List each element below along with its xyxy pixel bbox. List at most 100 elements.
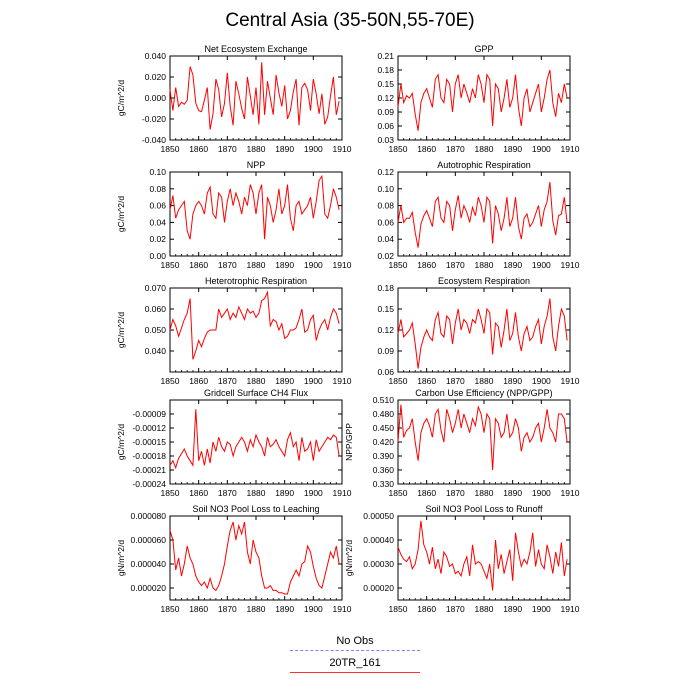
legend-line-20tr [290, 672, 420, 673]
y-tick-label: -0.00018 [132, 451, 166, 461]
x-tick-label: 1850 [161, 144, 180, 154]
y-axis-label: NPP/GPP [344, 423, 354, 461]
y-tick-label: 0.18 [377, 65, 394, 75]
x-tick-label: 1910 [333, 604, 352, 614]
y-tick-label: 0.06 [149, 201, 166, 211]
y-tick-label: 0.420 [373, 437, 395, 447]
panel-6: Ecosystem Respiration 1850 1860 1870 1880 189… [377, 276, 579, 386]
y-tick-label: 0.12 [377, 167, 394, 177]
y-axis-label: gN/m^2/d [344, 540, 354, 576]
series-line [397, 298, 568, 369]
x-tick-label: 1880 [475, 144, 494, 154]
y-tick-label: 0.06 [377, 367, 394, 377]
series-line [169, 290, 340, 360]
y-axis-label: gN/m^2/d [116, 540, 126, 576]
x-tick-label: 1850 [389, 488, 408, 498]
x-tick-label: 1890 [275, 144, 294, 154]
legend-label-no-obs: No Obs [336, 635, 374, 647]
x-tick-label: 1880 [247, 488, 266, 498]
x-tick-label: 1890 [275, 260, 294, 270]
panel-title: Net Ecosystem Exchange [204, 44, 307, 54]
y-tick-label: 0.06 [377, 217, 394, 227]
y-tick-label: 0.060 [145, 304, 167, 314]
y-tick-label: 0.390 [373, 451, 395, 461]
y-tick-label: 0.020 [145, 72, 167, 82]
x-tick-label: 1890 [503, 376, 522, 386]
x-tick-label: 1870 [446, 604, 465, 614]
main-title: Central Asia (35-50N,55-70E) [225, 10, 475, 31]
y-tick-label: 0.00 [149, 251, 166, 261]
x-tick-label: 1900 [532, 260, 551, 270]
x-tick-label: 1890 [503, 260, 522, 270]
y-tick-label: 0.040 [145, 346, 167, 356]
y-tick-label: 0.510 [373, 395, 395, 405]
x-tick-label: 1870 [218, 376, 237, 386]
x-tick-label: 1910 [561, 260, 580, 270]
x-tick-label: 1850 [389, 260, 408, 270]
series-line [397, 182, 568, 248]
plot-frame [169, 55, 343, 141]
series-line [397, 69, 568, 131]
x-tick-label: 1860 [417, 376, 436, 386]
y-tick-label: 0.21 [377, 51, 394, 61]
x-tick-label: 1870 [218, 604, 237, 614]
x-tick-label: 1910 [561, 604, 580, 614]
x-tick-label: 1870 [218, 144, 237, 154]
panel-title: GPP [474, 44, 493, 54]
x-tick-label: 1860 [189, 488, 208, 498]
series-line [169, 409, 340, 470]
x-tick-label: 1910 [333, 376, 352, 386]
legend-line-no-obs [290, 650, 420, 651]
x-tick-label: 1900 [304, 376, 323, 386]
x-tick-label: 1890 [503, 604, 522, 614]
series-line [169, 62, 340, 130]
x-tick-label: 1850 [389, 604, 408, 614]
plot-frame [397, 171, 571, 257]
y-axis-label: gC/m^2/d [116, 80, 126, 116]
series-line [169, 174, 340, 240]
y-tick-label: -0.00021 [132, 465, 166, 475]
x-tick-label: 1890 [275, 488, 294, 498]
x-tick-label: 1850 [161, 488, 180, 498]
y-tick-label: -0.00024 [132, 479, 166, 489]
panel-title: Ecosystem Respiration [438, 276, 530, 286]
y-tick-label: 0.03 [377, 135, 394, 145]
plot-frame [169, 515, 343, 601]
y-tick-label: 0.10 [377, 184, 394, 194]
y-tick-label: 0.000060 [131, 535, 167, 545]
y-tick-label: 0.02 [149, 234, 166, 244]
x-tick-label: 1900 [532, 144, 551, 154]
panel-title: Autotrophic Respiration [437, 160, 531, 170]
legend-label-20tr: 20TR_161 [329, 657, 381, 669]
y-tick-label: 0.00040 [363, 535, 394, 545]
panel-3: NPP 1850 1860 1870 1880 1890 1900 1910 0.00 0.02 0… [116, 160, 352, 270]
x-tick-label: 1880 [475, 604, 494, 614]
plot-frame [397, 399, 571, 485]
y-tick-label: -0.040 [142, 135, 166, 145]
x-tick-label: 1860 [417, 604, 436, 614]
y-tick-label: 0.10 [149, 167, 166, 177]
x-tick-label: 1870 [446, 144, 465, 154]
panel-9: Soil NO3 Pool Loss to Leaching 1850 1860 18… [116, 504, 352, 614]
panel-title: Heterotrophic Respiration [205, 276, 307, 286]
x-tick-label: 1890 [503, 144, 522, 154]
y-tick-label: 0.000040 [131, 559, 167, 569]
y-axis-label: gC/m^2/d [116, 312, 126, 348]
x-tick-label: 1860 [417, 488, 436, 498]
y-tick-label: 0.15 [377, 79, 394, 89]
x-tick-label: 1880 [247, 144, 266, 154]
x-tick-label: 1910 [333, 144, 352, 154]
x-tick-label: 1850 [389, 144, 408, 154]
x-tick-label: 1850 [161, 260, 180, 270]
panel-8: Carbon Use Efficiency (NPP/GPP) 1850 1860 1… [344, 388, 580, 498]
x-tick-label: 1870 [446, 376, 465, 386]
y-tick-label: 0.00020 [363, 583, 394, 593]
x-tick-label: 1900 [532, 488, 551, 498]
x-tick-label: 1900 [532, 604, 551, 614]
y-tick-label: -0.00009 [132, 409, 166, 419]
y-tick-label: 0.06 [377, 121, 394, 131]
x-tick-label: 1870 [218, 260, 237, 270]
y-tick-label: -0.00015 [132, 437, 166, 447]
x-tick-label: 1870 [218, 488, 237, 498]
